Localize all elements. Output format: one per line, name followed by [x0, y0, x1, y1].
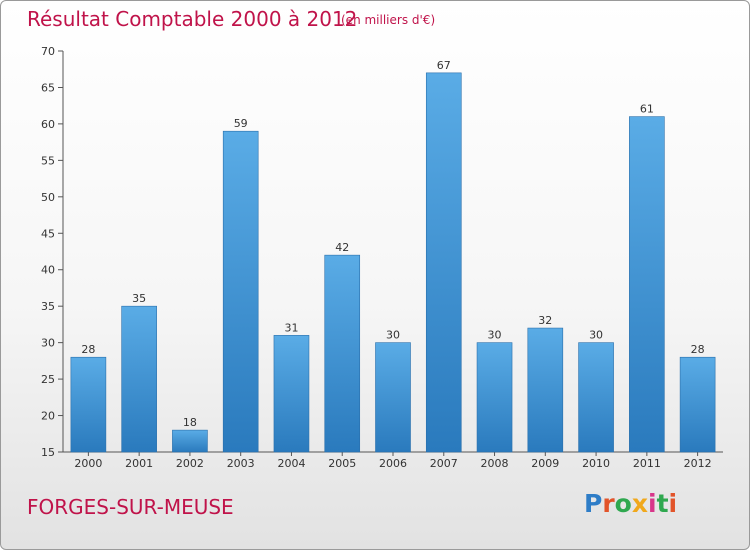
- y-tick-label: 35: [41, 300, 55, 313]
- y-tick-label: 20: [41, 410, 55, 423]
- x-tick-label: 2000: [74, 457, 102, 470]
- y-tick-label: 70: [41, 45, 55, 58]
- bar: [375, 342, 411, 453]
- bar: [273, 335, 310, 453]
- data-label: 35: [132, 292, 146, 305]
- logo-letter: r: [602, 489, 615, 518]
- logo-letter: t: [656, 489, 669, 518]
- y-tick-label: 15: [41, 446, 55, 459]
- data-label: 28: [81, 343, 95, 356]
- bar: [222, 130, 259, 453]
- x-tick-label: 2008: [481, 457, 509, 470]
- bar: [121, 305, 157, 453]
- x-tick-label: 2002: [176, 457, 204, 470]
- x-tick-label: 2004: [277, 457, 305, 470]
- y-tick-label: 60: [41, 118, 55, 131]
- y-tick-label: 50: [41, 191, 55, 204]
- y-tick-label: 30: [41, 337, 55, 350]
- chart-bars: [70, 72, 716, 453]
- bar: [476, 342, 513, 453]
- data-label: 30: [488, 329, 502, 342]
- x-tick-label: 2005: [328, 457, 356, 470]
- data-label: 28: [691, 343, 705, 356]
- logo-letter: P: [584, 489, 603, 518]
- bar: [629, 116, 665, 453]
- data-label: 31: [284, 321, 298, 334]
- logo-letter: x: [631, 489, 648, 518]
- logo-letter: i: [668, 489, 678, 518]
- y-tick-label: 25: [41, 373, 55, 386]
- chart-axes: 15 20 25 30 35 40 45 50 55 60 65 70: [41, 45, 723, 459]
- x-tick-label: 2003: [227, 457, 255, 470]
- x-tick-label: 2010: [582, 457, 610, 470]
- data-label: 67: [437, 59, 451, 72]
- y-tick-label: 40: [41, 264, 55, 277]
- y-tick-label: 45: [41, 227, 55, 240]
- bar: [172, 429, 208, 453]
- bar: [578, 342, 614, 453]
- logo-letter: o: [614, 489, 632, 518]
- x-tick-label: 2012: [684, 457, 712, 470]
- y-tick-label: 55: [41, 154, 55, 167]
- bar: [527, 327, 564, 453]
- x-tick-label: 2001: [125, 457, 153, 470]
- bar: [679, 356, 716, 453]
- bar: [425, 72, 462, 453]
- x-tick-label: 2007: [430, 457, 458, 470]
- data-label: 42: [335, 241, 349, 254]
- data-label: 30: [589, 329, 603, 342]
- chart-title: Résultat Comptable 2000 à 2012: [27, 7, 358, 31]
- x-tick-label: 2006: [379, 457, 407, 470]
- data-label: 18: [183, 416, 197, 429]
- commune-name: FORGES-SUR-MEUSE: [27, 495, 234, 519]
- proxiti-logo[interactable]: Proxiti: [584, 489, 677, 518]
- data-label: 61: [640, 103, 654, 116]
- logo-letter: i: [648, 489, 657, 518]
- chart-labels: 2000 28 2001 35 2002 18 2003 59 2004 31 2005 42 2006…: [74, 59, 711, 470]
- x-tick-label: 2009: [531, 457, 559, 470]
- bar: [70, 356, 107, 453]
- bar: [324, 254, 361, 453]
- y-tick-label: 65: [41, 81, 55, 94]
- data-label: 59: [234, 117, 248, 130]
- chart-subtitle: (en milliers d'€): [341, 13, 436, 27]
- data-label: 32: [538, 314, 552, 327]
- x-tick-label: 2011: [633, 457, 661, 470]
- data-label: 30: [386, 329, 400, 342]
